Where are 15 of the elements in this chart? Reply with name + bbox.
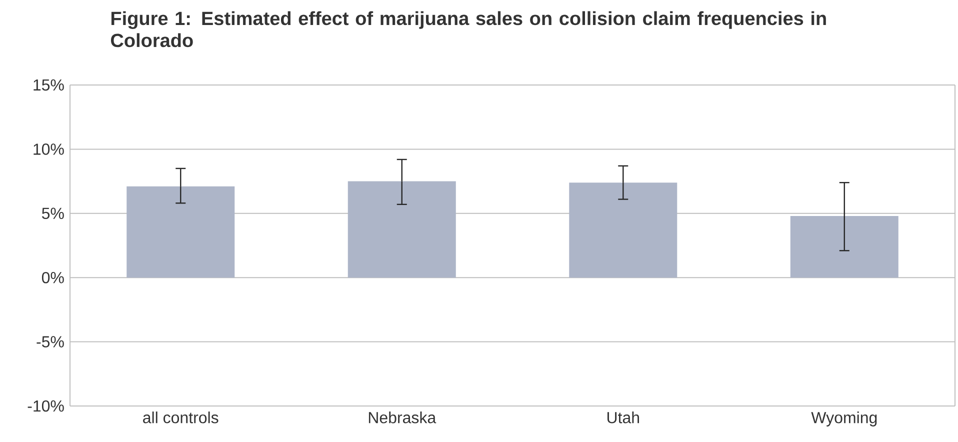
- x-tick-label: Utah: [607, 412, 639, 424]
- bar: [348, 181, 456, 278]
- y-tick-label: 0%: [42, 272, 64, 284]
- chart-title: Figure 1: Estimated effect of marijuana sales on collision claim frequencies in Colorado: [110, 11, 826, 48]
- bar: [569, 182, 678, 278]
- x-tick-label: Nebraska: [368, 412, 436, 424]
- bar: [790, 216, 898, 278]
- x-tick-label: Wyoming: [811, 412, 877, 426]
- y-tick-label: 5%: [42, 208, 64, 220]
- x-tick-label: all controls: [143, 412, 218, 424]
- y-tick-label: 15%: [34, 79, 64, 91]
- y-tick-label: -10%: [28, 400, 64, 412]
- y-tick-label: -5%: [36, 336, 64, 348]
- bar: [126, 186, 235, 278]
- y-tick-label: 10%: [34, 144, 64, 155]
